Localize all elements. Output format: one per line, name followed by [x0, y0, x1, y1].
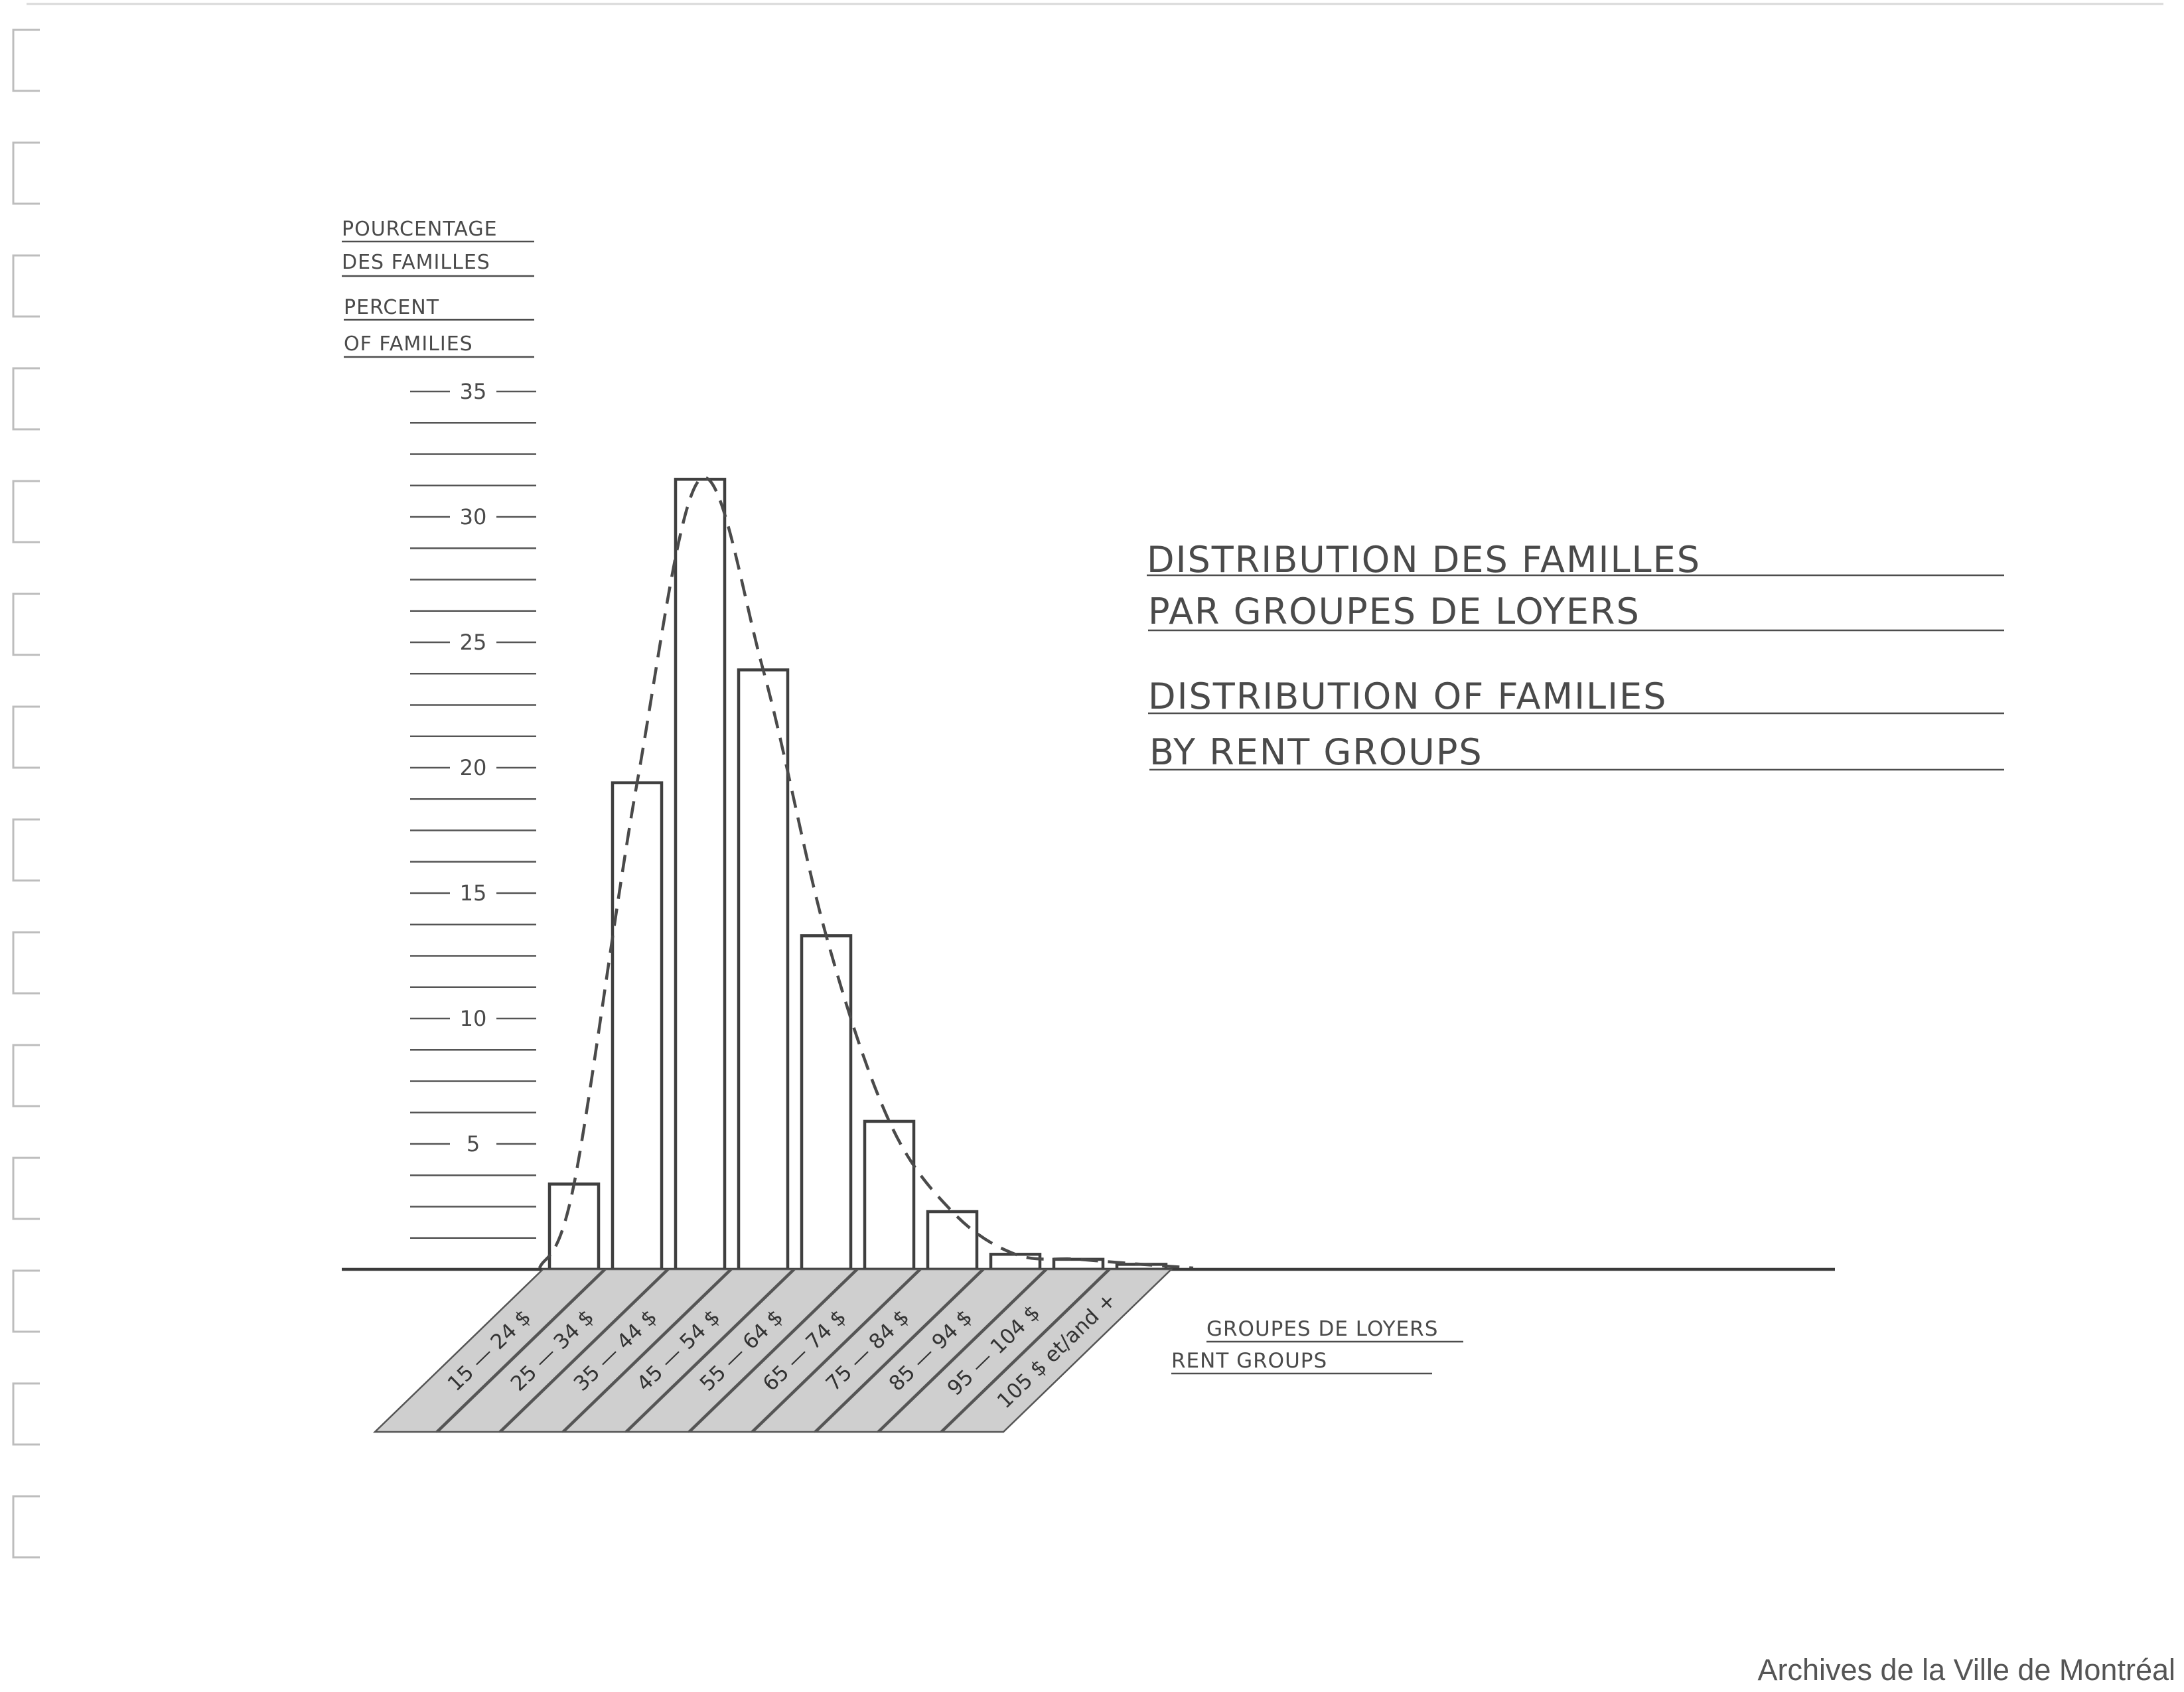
binder-mark: [12, 1269, 40, 1333]
y-axis-scale: 35 30 25 20 15 10 5: [410, 379, 536, 1239]
binder-mark: [12, 1495, 40, 1559]
chart-title: DISTRIBUTION DES FAMILLES PAR GROUPES DE…: [1147, 539, 2004, 773]
binder-mark: [12, 480, 40, 543]
y-tick-label: 30: [460, 504, 487, 529]
y-axis-label-line: OF FAMILIES: [344, 332, 473, 356]
category-strip: [751, 1268, 985, 1433]
x-axis-label-line: RENT GROUPS: [1171, 1349, 1327, 1373]
category-strip: [940, 1268, 1174, 1433]
bar: [863, 1119, 916, 1271]
y-axis-label-line: DES FAMILLES: [342, 251, 490, 274]
y-tick-label: 5: [467, 1131, 480, 1157]
y-axis-label-line: PERCENT: [344, 296, 439, 319]
category-strip: [435, 1268, 670, 1433]
title-line: BY RENT GROUPS: [1149, 731, 1483, 773]
binder-mark: [12, 1382, 40, 1446]
y-tick-label: 25: [460, 630, 487, 655]
bars: [547, 478, 1168, 1271]
binder-mark: [12, 29, 40, 92]
bar: [611, 781, 664, 1271]
archive-credit: Archives de la Ville de Montréal: [1758, 1653, 2176, 1687]
binder-mark: [12, 254, 40, 318]
binder-mark: [12, 1044, 40, 1107]
binder-mark: [12, 141, 40, 205]
bar: [926, 1210, 979, 1271]
bar: [547, 1182, 601, 1271]
bar: [737, 668, 790, 1271]
binder-mark: [12, 818, 40, 882]
bar: [800, 934, 853, 1271]
bar: [989, 1253, 1042, 1271]
title-line: DISTRIBUTION OF FAMILIES: [1148, 675, 1667, 717]
y-tick-label: 35: [460, 379, 487, 404]
x-axis-label: GROUPES DE LOYERS RENT GROUPS: [1171, 1317, 1463, 1375]
y-tick-label: 20: [460, 755, 487, 780]
category-strip: [688, 1268, 922, 1433]
category-strip: [561, 1268, 796, 1433]
binder-mark: [12, 705, 40, 769]
category-strips: 15 — 24 $25 — 34 $35 — 44 $45 — 54 $55 —…: [372, 1268, 1174, 1433]
y-axis-label: POURCENTAGE DES FAMILLES PERCENT OF FAMI…: [342, 218, 534, 358]
trend-curve: [538, 476, 1194, 1270]
y-tick-label: 15: [460, 881, 487, 906]
category-strip: [372, 1268, 607, 1433]
category-strip: [877, 1268, 1111, 1433]
category-strip: [498, 1268, 733, 1433]
category-strip: [814, 1268, 1048, 1433]
binder-mark: [12, 931, 40, 995]
title-line: PAR GROUPES DE LOYERS: [1148, 591, 1640, 632]
y-tick-label: 10: [460, 1006, 487, 1031]
binder-marks: [12, 29, 40, 1559]
y-axis-label-line: POURCENTAGE: [342, 218, 498, 241]
binder-mark: [12, 593, 40, 656]
category-strip: [624, 1268, 859, 1433]
x-axis-label-line: GROUPES DE LOYERS: [1206, 1317, 1438, 1341]
title-line: DISTRIBUTION DES FAMILLES: [1147, 539, 1701, 581]
binder-mark: [12, 1157, 40, 1220]
binder-mark: [12, 367, 40, 431]
scan-decor: [12, 3, 2163, 1559]
bar: [674, 478, 727, 1271]
